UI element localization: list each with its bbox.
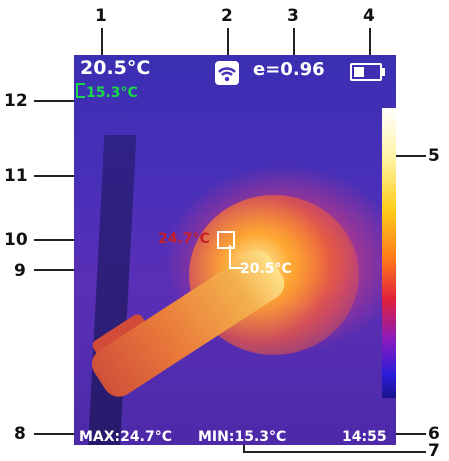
center-temperature: 20.5°C: [80, 57, 151, 79]
leader-8: [34, 433, 74, 435]
callout-1: 1: [95, 6, 107, 26]
leader-4: [369, 28, 371, 56]
callout-4: 4: [363, 6, 375, 26]
leader-12: [34, 100, 76, 102]
leader-2: [227, 28, 229, 56]
callout-10: 10: [4, 230, 28, 250]
clock-time: 14:55: [342, 429, 387, 445]
callout-6: 6: [428, 424, 440, 444]
leader-7-h: [243, 451, 426, 453]
temperature-color-scale: [382, 108, 396, 398]
min-temperature-label: MIN:15.3°C: [198, 429, 287, 445]
emissivity-value: e=0.96: [253, 59, 325, 80]
callout-7: 7: [428, 441, 440, 461]
center-spot-temperature: 20.5°C: [240, 261, 292, 277]
callout-2: 2: [221, 6, 233, 26]
callout-12: 12: [4, 91, 28, 111]
thermal-display: 20.5°C 15.3°C e=0.96 24.7°C 20.5°C MAX:2…: [74, 55, 396, 445]
callout-5: 5: [428, 146, 440, 166]
callout-8: 8: [14, 424, 26, 444]
max-temperature-label: MAX:24.7°C: [79, 429, 172, 445]
min-temperature-indicator: 15.3°C: [76, 83, 138, 101]
leader-1: [101, 28, 103, 56]
center-pointer-line: [229, 245, 243, 269]
min-marker-icon: [76, 83, 85, 98]
leader-6: [396, 433, 426, 435]
callout-11: 11: [4, 166, 28, 186]
callout-9: 9: [14, 261, 26, 281]
leader-5: [392, 155, 426, 157]
cool-surface: [87, 135, 137, 445]
min-temperature-value: 15.3°C: [86, 85, 138, 101]
center-crosshair-icon: [217, 231, 235, 249]
wifi-icon: [215, 61, 239, 85]
max-spot-temperature: 24.7°C: [158, 231, 210, 247]
leader-7-v: [243, 444, 245, 452]
callout-3: 3: [287, 6, 299, 26]
battery-icon: [350, 63, 385, 81]
leader-3: [293, 28, 295, 56]
